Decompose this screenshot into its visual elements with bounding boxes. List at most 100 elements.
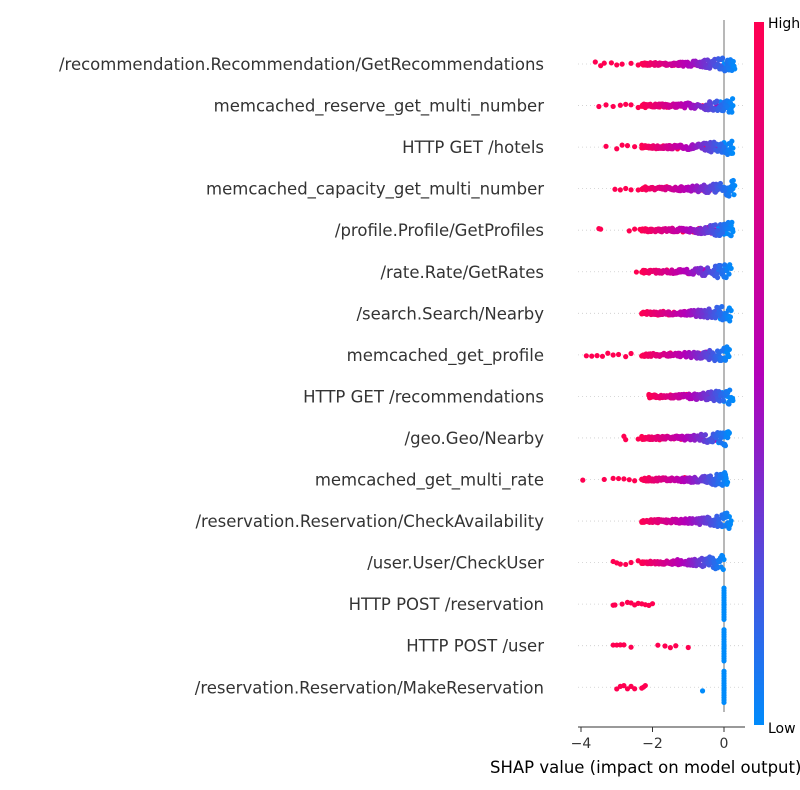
density-point xyxy=(728,188,734,194)
density-point xyxy=(719,553,726,559)
high-value-point xyxy=(633,269,640,275)
density-point xyxy=(707,473,714,479)
feature-label: memcached_capacity_get_multi_number xyxy=(206,180,544,200)
feature-label: HTTP POST /user xyxy=(406,637,544,656)
high-value-point xyxy=(619,61,625,67)
high-value-point xyxy=(655,642,661,648)
colorbar-low-label: Low xyxy=(768,721,796,737)
high-value-point xyxy=(621,476,627,482)
density-point xyxy=(709,439,716,445)
density-point xyxy=(724,481,730,487)
feature-label: memcached_get_profile xyxy=(347,346,544,366)
x-tick-label: 0 xyxy=(720,736,729,752)
high-value-point xyxy=(621,683,627,689)
colorbar xyxy=(754,22,764,725)
density-point xyxy=(728,233,734,239)
density-point xyxy=(729,226,736,232)
density-point xyxy=(729,67,735,74)
density-point xyxy=(730,177,736,184)
density-point xyxy=(727,265,734,271)
shap-points xyxy=(580,55,738,706)
density-point xyxy=(727,314,734,320)
density-point xyxy=(729,219,735,225)
high-value-point xyxy=(610,475,616,481)
density-point xyxy=(721,699,727,706)
high-value-point xyxy=(623,561,629,568)
high-value-point xyxy=(612,186,618,192)
high-value-point xyxy=(667,645,673,651)
density-point xyxy=(723,514,729,520)
high-value-point xyxy=(608,60,614,66)
high-value-point xyxy=(628,350,634,357)
feature-label: HTTP GET /recommendations xyxy=(303,387,544,406)
high-value-point xyxy=(623,354,629,360)
density-point xyxy=(698,265,704,271)
high-value-point xyxy=(628,102,634,108)
density-point xyxy=(721,658,727,664)
density-point xyxy=(726,193,732,199)
density-point xyxy=(717,263,724,269)
high-value-point xyxy=(601,476,607,483)
feature-label: /rate.Rate/GetRates xyxy=(380,263,544,282)
density-point xyxy=(721,616,727,622)
high-value-point xyxy=(617,102,623,108)
high-value-point xyxy=(592,59,598,65)
feature-label: /recommendation.Recommendation/GetRecomm… xyxy=(59,55,544,74)
density-point xyxy=(727,100,734,106)
feature-label: /profile.Profile/GetProfiles xyxy=(335,221,544,240)
density-point xyxy=(712,222,719,228)
density-point xyxy=(714,98,720,104)
density-point xyxy=(718,523,724,529)
colorbar-high-label: High xyxy=(768,16,800,32)
density-point xyxy=(729,182,736,188)
high-value-point xyxy=(615,475,622,482)
high-value-point xyxy=(632,144,638,150)
high-value-point xyxy=(603,102,609,108)
high-value-point xyxy=(642,682,648,689)
high-value-point xyxy=(623,437,629,443)
density-point xyxy=(716,516,722,522)
x-tick-label: −4 xyxy=(571,736,592,752)
density-point xyxy=(714,271,720,277)
high-value-point xyxy=(583,353,589,359)
density-point xyxy=(723,476,729,482)
x-axis: −4 −2 0 xyxy=(571,726,745,752)
density-point xyxy=(722,443,729,449)
density-point xyxy=(729,96,736,102)
density-point xyxy=(726,271,732,277)
feature-label: memcached_get_multi_rate xyxy=(315,471,544,491)
low-value-point xyxy=(699,688,706,694)
density-point xyxy=(727,387,733,393)
density-point xyxy=(726,430,732,437)
high-value-point xyxy=(598,226,604,232)
high-value-point xyxy=(610,642,616,648)
high-value-point xyxy=(685,644,691,651)
high-value-point xyxy=(599,353,606,359)
high-value-point xyxy=(614,62,620,68)
high-value-point xyxy=(623,101,629,107)
density-point xyxy=(719,55,726,61)
density-point xyxy=(722,472,729,478)
density-point xyxy=(727,318,733,324)
high-value-point xyxy=(626,477,632,483)
high-value-point xyxy=(619,142,625,148)
feature-label: /reservation.Reservation/CheckAvailabili… xyxy=(195,512,544,531)
density-point xyxy=(725,307,731,313)
high-value-point xyxy=(619,601,625,607)
density-point xyxy=(714,274,721,281)
density-point xyxy=(719,304,725,310)
high-value-point xyxy=(617,187,623,193)
density-point xyxy=(720,566,726,573)
density-point xyxy=(721,144,727,150)
high-value-point xyxy=(605,350,611,356)
density-point xyxy=(694,183,700,189)
density-point xyxy=(720,397,726,403)
x-axis-title: SHAP value (impact on model output) xyxy=(490,758,800,777)
high-value-point xyxy=(614,146,620,152)
high-value-point xyxy=(603,143,609,149)
density-point xyxy=(729,395,736,401)
high-value-point xyxy=(589,353,595,359)
high-value-point xyxy=(621,642,627,648)
high-value-point xyxy=(632,226,638,232)
density-point xyxy=(719,482,726,488)
